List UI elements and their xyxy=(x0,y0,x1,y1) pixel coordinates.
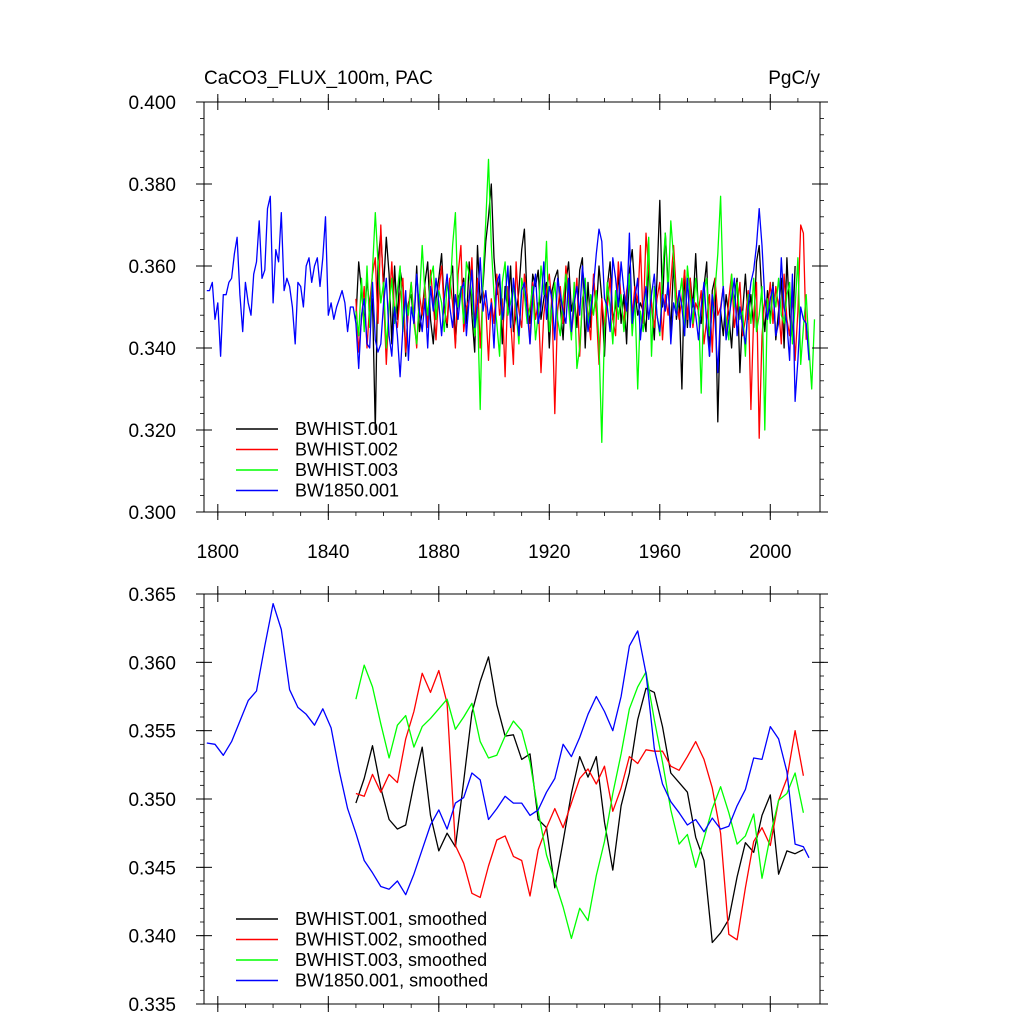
top-ytick-label: 0.360 xyxy=(128,257,176,278)
top-plot-frame xyxy=(203,101,821,513)
top-legend-label: BWHIST.002 xyxy=(295,440,398,460)
top-xtick-label: 2000 xyxy=(749,542,791,563)
top-ytick-label: 0.380 xyxy=(128,175,176,196)
top-ytick-label: 0.300 xyxy=(128,503,176,524)
top-series-line-4 xyxy=(206,195,810,402)
top-xtick-label: 1800 xyxy=(197,542,239,563)
top-xtick-label: 1960 xyxy=(639,542,681,563)
bottom-ytick-label: 0.335 xyxy=(128,995,176,1016)
bottom-series-line-1 xyxy=(355,656,804,944)
top-legend-label: BW1850.001 xyxy=(295,481,399,501)
bottom-series-line-2 xyxy=(355,669,805,941)
top-xtick-label: 1880 xyxy=(418,542,460,563)
top-ytick-label: 0.320 xyxy=(128,421,176,442)
top-panel: CaCO3_FLUX_100m, PAC PgC/y 0.3000.3200.3… xyxy=(128,68,828,563)
bottom-ytick-label: 0.365 xyxy=(128,585,176,606)
bottom-legend-label: BW1850.001, smoothed xyxy=(295,971,488,991)
bottom-ytick-label: 0.360 xyxy=(128,653,176,674)
bottom-legend-label: BWHIST.002, smoothed xyxy=(295,930,487,950)
top-ticks-group: 0.300 0.320 0.340 0.360 0.380 0.400 1800 1840 18… xyxy=(128,93,828,563)
top-series-group xyxy=(206,158,816,443)
top-ytick-label: 0.340 xyxy=(128,339,176,360)
top-legend-label: BWHIST.003 xyxy=(295,460,398,480)
panel-title: CaCO3_FLUX_100m, PAC xyxy=(204,68,433,89)
bottom-series-line-3 xyxy=(355,664,805,940)
top-legend-label: BWHIST.001 xyxy=(295,419,398,439)
units-label: PgC/y xyxy=(768,68,820,89)
bottom-ytick-label: 0.345 xyxy=(128,858,176,879)
top-xtick-label: 1840 xyxy=(307,542,349,563)
bottom-legend-label: BWHIST.001, smoothed xyxy=(295,909,487,929)
bottom-legend-label: BWHIST.003, smoothed xyxy=(295,950,487,970)
bottom-series-group xyxy=(206,602,810,944)
bottom-plot-frame xyxy=(203,593,821,1005)
top-series-line-3 xyxy=(355,158,816,443)
bottom-ytick-label: 0.340 xyxy=(128,927,176,948)
bottom-series-line-4 xyxy=(206,602,810,896)
top-xtick-label: 1920 xyxy=(528,542,570,563)
bottom-ytick-label: 0.355 xyxy=(128,722,176,743)
top-ytick-label: 0.400 xyxy=(128,93,176,114)
bottom-ticks-group: 0.335 0.340 0.345 0.350 0.355 0.360 0.365 xyxy=(128,585,828,1016)
bottom-ytick-label: 0.350 xyxy=(128,790,176,811)
bottom-panel: 0.335 0.340 0.345 0.350 0.355 0.360 0.365 BWHI… xyxy=(128,585,828,1016)
